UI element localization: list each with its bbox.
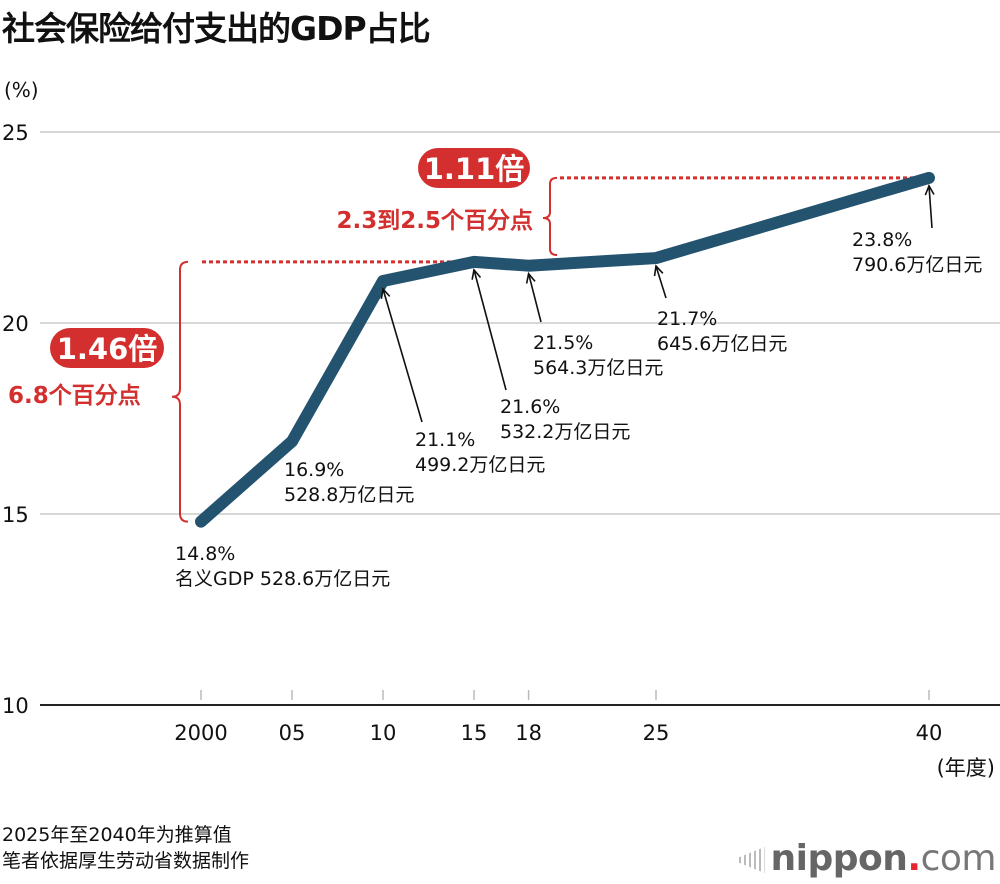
pointer-arrow [382,288,423,423]
x-tick-label: 05 [279,721,306,745]
data-point [655,257,657,260]
x-tick-label: 15 [461,721,488,745]
data-point [291,440,293,443]
x-tick-label: 40 [916,721,943,745]
data-label-amount: 532.2万亿日元 [500,421,630,443]
bracket-brace [542,176,558,256]
arrowhead-icon [924,184,935,196]
x-tick-label: 2000 [174,721,227,745]
pointer-arrow [655,265,667,299]
x-tick-label: 25 [643,721,670,745]
data-point [473,260,475,263]
data-label-percent: 21.5% [533,332,593,354]
x-tick-label: 10 [370,721,397,745]
data-label-amount: 645.6万亿日元 [657,333,787,355]
data-label-percent: 23.8% [852,229,912,251]
data-label-percent: 21.6% [500,396,560,418]
data-label-percent: 21.1% [415,429,475,451]
pointer-arrow [928,185,933,229]
arrowhead-icon [471,268,482,280]
data-label-amount: 名义GDP 528.6万亿日元 [175,568,390,590]
percentage-point-label: 2.3到2.5个百分点 [337,208,534,234]
data-label-amount: 528.8万亿日元 [284,484,414,506]
ratio-badge-text: 1.46倍 [57,332,158,366]
data-label-amount: 564.3万亿日元 [533,357,663,379]
nippon-logo: nippon.com [738,838,997,879]
data-label-amount: 790.6万亿日元 [852,254,982,276]
x-tick-label: 18 [515,721,542,745]
data-point [527,264,530,267]
percentage-point-label: 6.8个百分点 [8,383,141,409]
data-label-percent: 14.8% [175,543,235,565]
arrowhead-icon [380,287,391,299]
arrowhead-icon [653,264,664,277]
y-tick-label: 15 [2,503,29,527]
note-source: 笔者依据厚生劳动省数据制作 [2,850,250,872]
ratio-badge-text: 1.11倍 [424,152,525,186]
note-projection: 2025年至2040年为推算值 [2,824,232,846]
pointer-arrow [527,273,542,323]
data-label-amount: 499.2万亿日元 [415,454,545,476]
y-tick-label: 10 [2,694,29,718]
pointer-arrow [473,269,507,391]
data-label-percent: 16.9% [284,459,344,481]
data-point [382,279,384,282]
data-point [200,520,202,523]
chart-title: 社会保险给付支出的GDP占比 [2,9,431,48]
arrowhead-icon [525,271,536,284]
y-axis-unit: (%) [4,78,39,102]
y-tick-label: 25 [2,121,29,145]
x-axis-unit: (年度) [937,756,995,780]
ratio-badge [418,148,530,188]
bracket-brace [171,260,189,523]
data-label-percent: 21.7% [657,308,717,330]
logo-bars-icon [738,847,765,873]
y-tick-label: 20 [2,312,29,336]
data-point [928,176,930,179]
ratio-badge [50,328,164,368]
